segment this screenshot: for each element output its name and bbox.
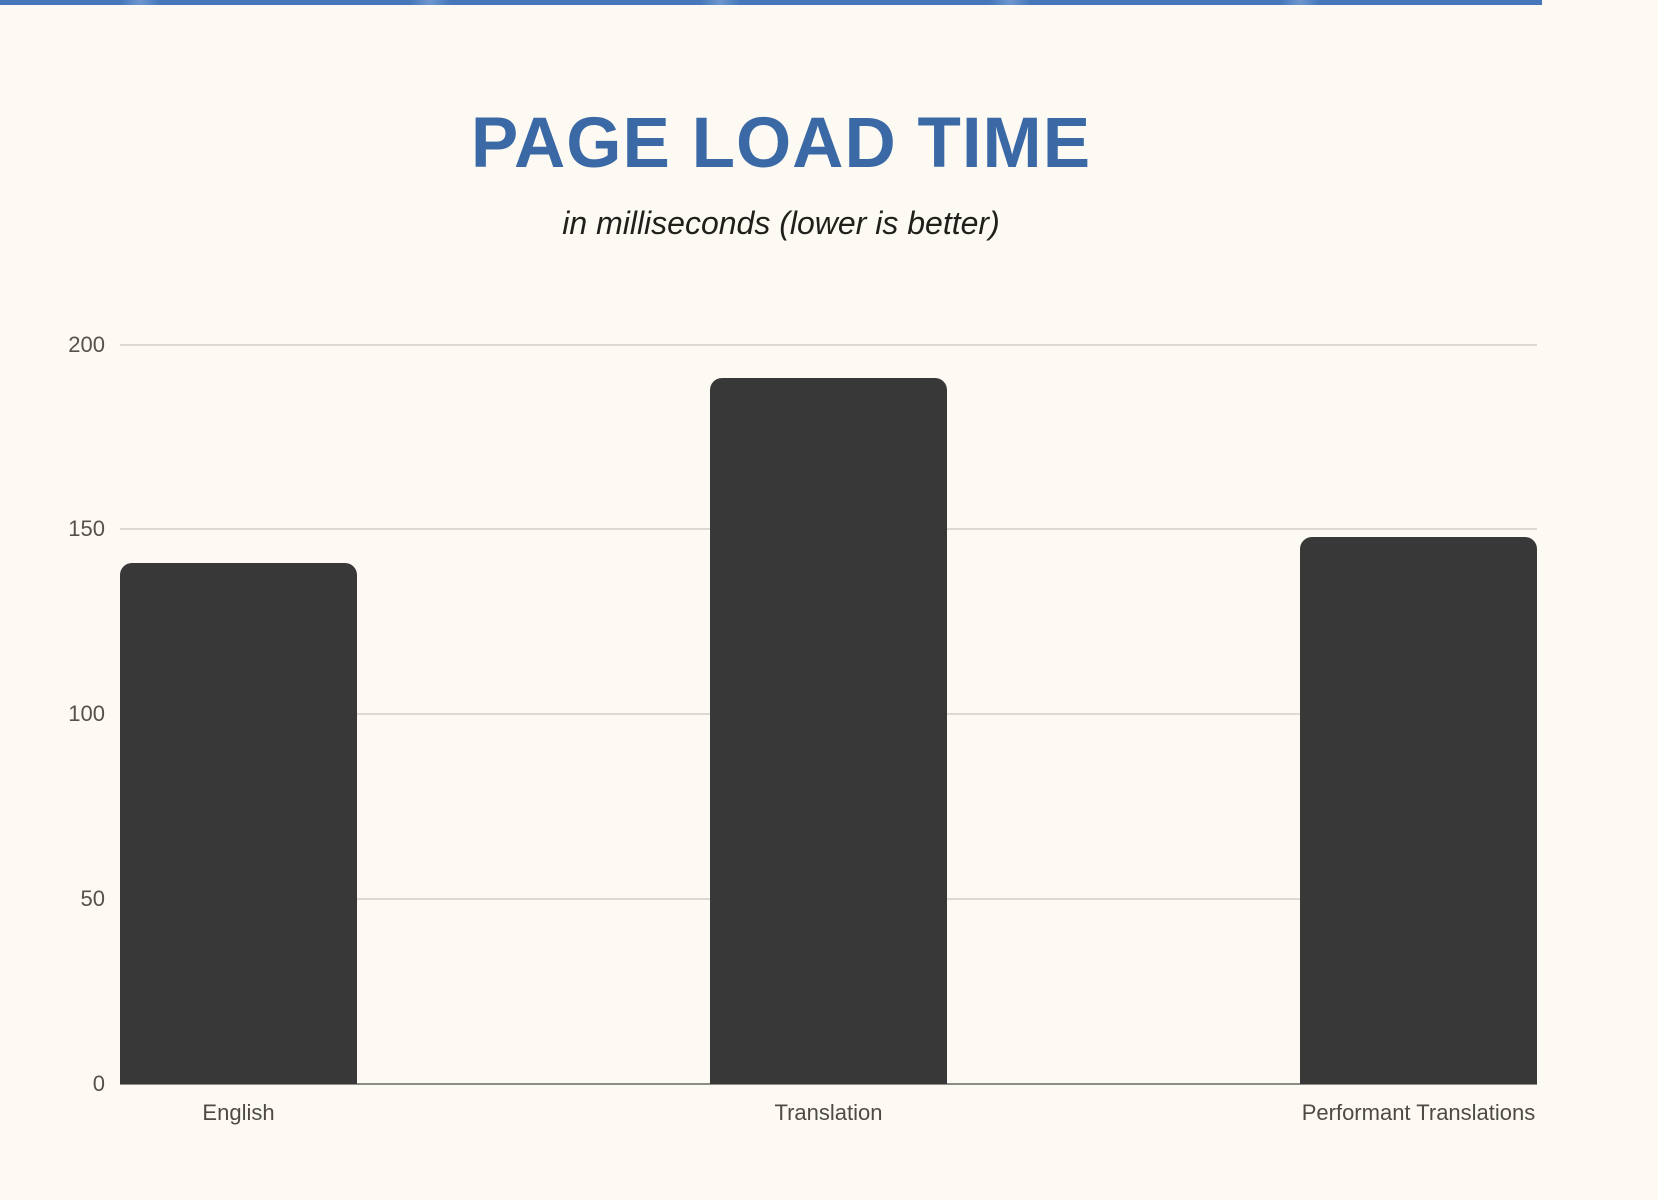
- chart-header: PAGE LOAD TIME in milliseconds (lower is…: [0, 108, 1562, 242]
- y-tick-label: 50: [80, 886, 105, 912]
- y-tick-label: 150: [68, 516, 105, 542]
- x-tick-label: English: [202, 1100, 275, 1125]
- bar-english: [120, 562, 357, 1084]
- gridline: [120, 343, 1537, 346]
- bar-performant-translations: [1300, 536, 1537, 1084]
- x-tick-label: Performant Translations: [1301, 1100, 1536, 1125]
- x-tick-label: Translation: [774, 1100, 883, 1125]
- top-accent-bar: [0, 0, 1542, 5]
- x-axis-line: [120, 1083, 1537, 1085]
- chart-subtitle: in milliseconds (lower is better): [562, 205, 1000, 241]
- chart-title: PAGE LOAD TIME: [470, 104, 1092, 183]
- y-tick-label: 200: [68, 331, 105, 357]
- bar-translation: [710, 377, 947, 1084]
- y-tick-label: 100: [68, 701, 105, 727]
- y-tick-label: 0: [92, 1071, 105, 1096]
